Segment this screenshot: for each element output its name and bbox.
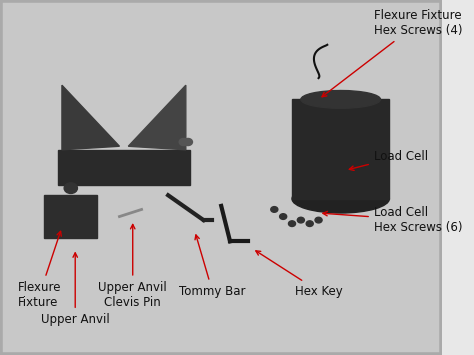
Text: Flexure Fixture
Hex Screws (4): Flexure Fixture Hex Screws (4) bbox=[322, 9, 462, 97]
Circle shape bbox=[289, 221, 296, 226]
Ellipse shape bbox=[301, 91, 381, 108]
Circle shape bbox=[280, 214, 287, 219]
Text: Tommy Bar: Tommy Bar bbox=[179, 235, 246, 297]
Text: Upper Anvil: Upper Anvil bbox=[41, 253, 109, 326]
Circle shape bbox=[304, 97, 310, 102]
Text: Flexure
Fixture: Flexure Fixture bbox=[18, 231, 61, 308]
Text: Upper Anvil
Clevis Pin: Upper Anvil Clevis Pin bbox=[99, 224, 167, 308]
Bar bbox=[57, 150, 190, 185]
Text: Hex Key: Hex Key bbox=[256, 251, 342, 297]
Ellipse shape bbox=[292, 185, 389, 213]
Circle shape bbox=[306, 221, 313, 226]
Circle shape bbox=[183, 138, 192, 146]
Bar bbox=[292, 99, 389, 199]
Circle shape bbox=[271, 207, 278, 212]
Circle shape bbox=[297, 217, 304, 223]
Polygon shape bbox=[128, 85, 186, 150]
Text: Load Cell
Hex Screws (6): Load Cell Hex Screws (6) bbox=[323, 206, 462, 234]
Bar bbox=[44, 195, 97, 238]
Polygon shape bbox=[62, 85, 119, 150]
Circle shape bbox=[315, 217, 322, 223]
Circle shape bbox=[64, 183, 77, 193]
Circle shape bbox=[179, 138, 188, 146]
Text: Load Cell: Load Cell bbox=[349, 150, 428, 170]
Circle shape bbox=[311, 97, 317, 102]
